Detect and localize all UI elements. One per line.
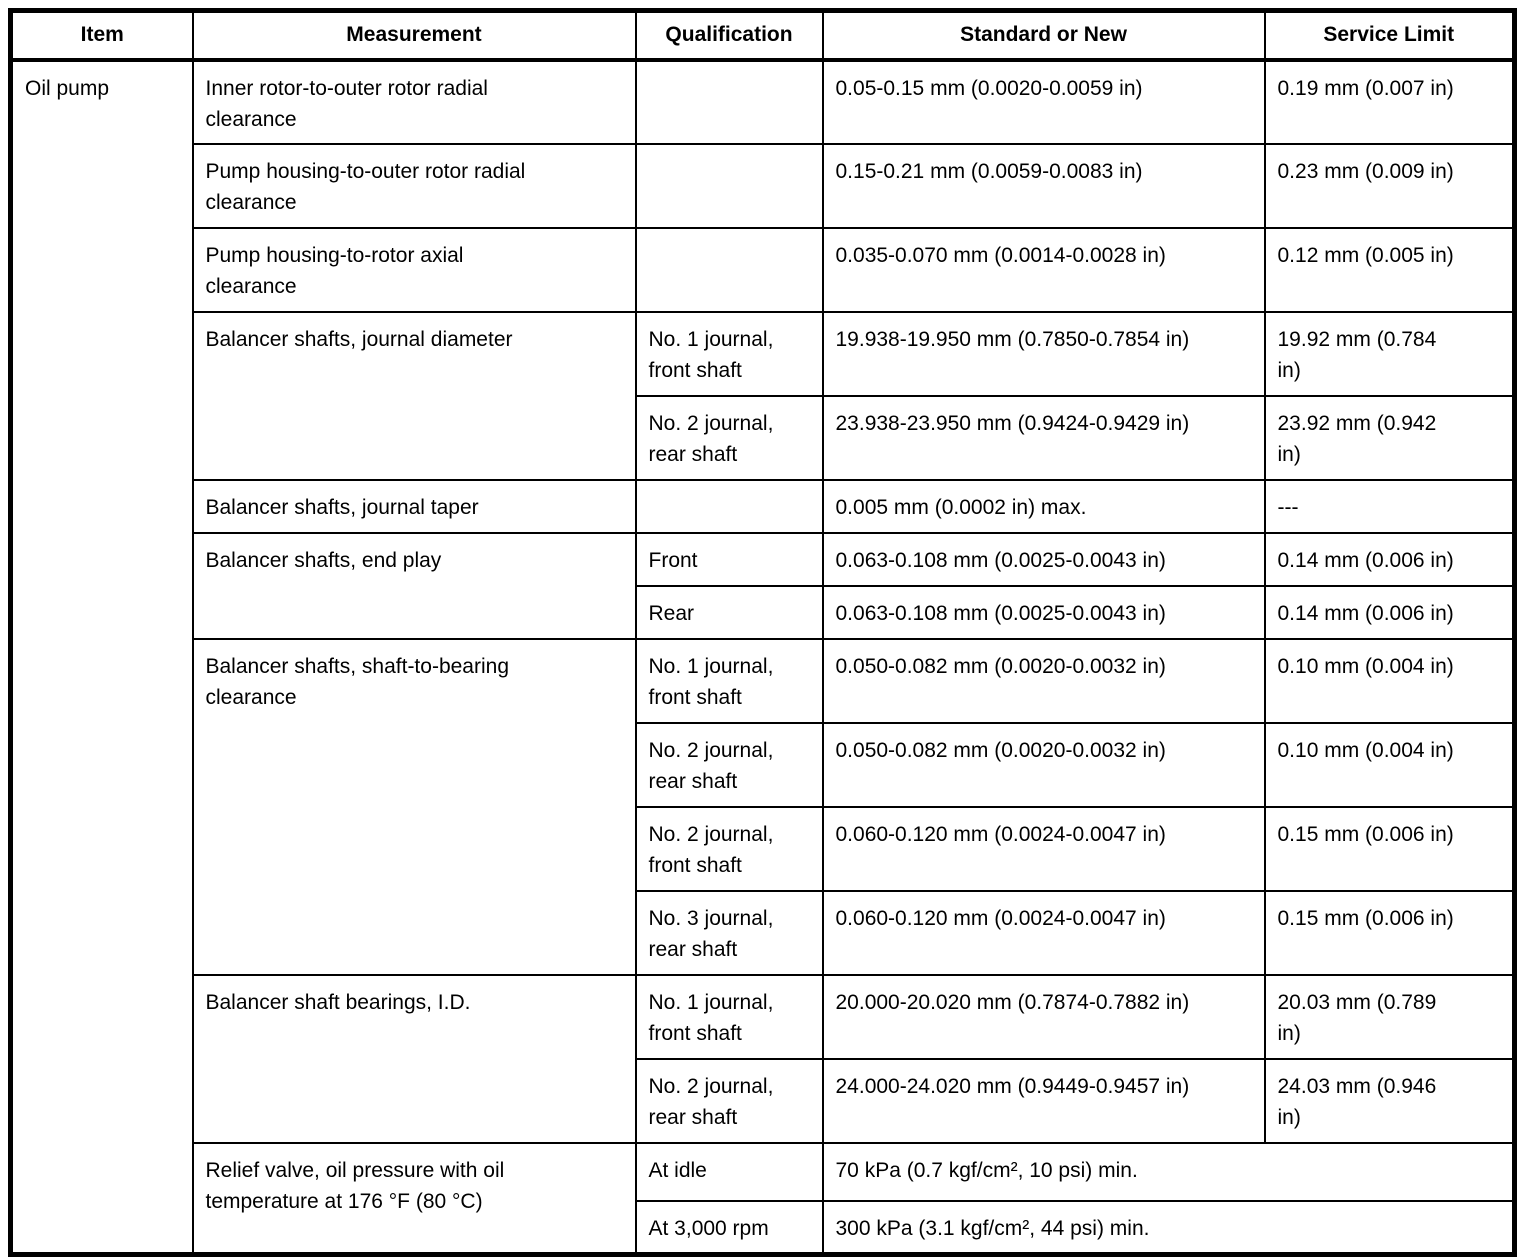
standard-cell: 24.000-24.020 mm (0.9449-0.9457 in) [821,1057,1266,1144]
col-header-service-limit: Service Limit [1263,9,1516,62]
qualification-cell: No. 1 journal, front shaft [634,973,824,1060]
measurement-cell: Pump housing-to-rotor axial clearance [191,226,637,313]
table-row: Pump housing-to-rotor axial clearance 0.… [11,226,1516,313]
standard-cell: 0.060-0.120 mm (0.0024-0.0047 in) [821,889,1266,976]
standard-cell: 0.05-0.15 mm (0.0020-0.0059 in) [821,58,1266,145]
qualification-cell [634,226,824,313]
table-row: No. 2 journal, rear shaft 0.050-0.082 mm… [11,721,1516,808]
standard-cell: 0.063-0.108 mm (0.0025-0.0043 in) [821,531,1266,587]
col-header-qualification: Qualification [634,9,824,62]
table-row: Pump housing-to-outer rotor radial clear… [11,142,1516,229]
service-limit-cell: --- [1263,478,1516,534]
service-limit-cell: 0.15 mm (0.006 in) [1263,805,1516,892]
table-row: Oil pump Inner rotor-to-outer rotor radi… [9,58,1516,1256]
standard-cell: 19.938-19.950 mm (0.7850-0.7854 in) [821,310,1266,397]
qualification-cell: Rear [634,584,824,640]
service-limit-cell: 0.10 mm (0.004 in) [1263,637,1516,724]
table-row: No. 2 journal, rear shaft 23.938-23.950 … [11,394,1516,481]
qualification-cell: At 3,000 rpm [634,1199,824,1256]
standard-cell: 0.15-0.21 mm (0.0059-0.0083 in) [821,142,1266,229]
service-limit-cell: 0.12 mm (0.005 in) [1263,226,1516,313]
qualification-cell: No. 1 journal, front shaft [634,310,824,397]
table-row: Balancer shafts, journal taper 0.005 mm … [11,478,1516,534]
item-cell: Oil pump [9,58,194,1256]
service-limit-cell: 24.03 mm (0.946 in) [1263,1057,1516,1144]
standard-cell: 0.005 mm (0.0002 in) max. [821,478,1266,534]
qualification-cell [634,142,824,229]
standard-cell: 20.000-20.020 mm (0.7874-0.7882 in) [821,973,1266,1060]
standard-cell: 0.060-0.120 mm (0.0024-0.0047 in) [821,805,1266,892]
qualification-cell [634,478,824,534]
table-row: No. 2 journal, front shaft 0.060-0.120 m… [11,805,1516,892]
table-row: Balancer shafts, shaft-to-bearing cleara… [11,637,1516,976]
measurement-cell: Relief valve, oil pressure with oil temp… [191,1141,637,1256]
service-limit-cell: 19.92 mm (0.784 in) [1263,310,1516,397]
qualification-cell: No. 3 journal, rear shaft [634,889,824,976]
table-row: Balancer shafts, end play Front 0.063-0.… [11,531,1516,640]
standard-cell: 0.050-0.082 mm (0.0020-0.0032 in) [821,637,1266,724]
qualification-cell [634,58,824,145]
standard-cell: 0.050-0.082 mm (0.0020-0.0032 in) [821,721,1266,808]
standard-and-limit-cell: 300 kPa (3.1 kgf/cm², 44 psi) min. [821,1199,1516,1256]
measurement-cell: Inner rotor-to-outer rotor radial cleara… [191,58,637,145]
col-header-item: Item [9,9,194,62]
service-limit-cell: 23.92 mm (0.942 in) [1263,394,1516,481]
qualification-cell: Front [634,531,824,587]
service-limit-cell: 0.19 mm (0.007 in) [1263,58,1516,145]
measurement-cell: Balancer shafts, end play [191,531,637,640]
standard-cell: 0.063-0.108 mm (0.0025-0.0043 in) [821,584,1266,640]
qualification-cell: No. 1 journal, front shaft [634,637,824,724]
table-row: No. 3 journal, rear shaft 0.060-0.120 mm… [11,889,1516,976]
standard-cell: 23.938-23.950 mm (0.9424-0.9429 in) [821,394,1266,481]
qualification-cell: At idle [634,1141,824,1202]
qualification-cell: No. 2 journal, rear shaft [634,721,824,808]
service-limit-cell: 0.14 mm (0.006 in) [1263,531,1516,587]
table-row: Balancer shaft bearings, I.D. No. 1 jour… [11,973,1516,1144]
standard-cell: 0.035-0.070 mm (0.0014-0.0028 in) [821,226,1266,313]
service-limit-cell: 0.23 mm (0.009 in) [1263,142,1516,229]
standard-and-limit-cell: 70 kPa (0.7 kgf/cm², 10 psi) min. [821,1141,1516,1202]
spec-table: Item Measurement Qualification Standard … [8,8,1517,1257]
qualification-cell: No. 2 journal, rear shaft [634,1057,824,1144]
table-row: Rear 0.063-0.108 mm (0.0025-0.0043 in) 0… [11,584,1516,640]
service-limit-cell: 0.10 mm (0.004 in) [1263,721,1516,808]
service-limit-cell: 0.14 mm (0.006 in) [1263,584,1516,640]
table-row: Relief valve, oil pressure with oil temp… [11,1141,1516,1256]
col-header-measurement: Measurement [191,9,637,62]
table-row: No. 2 journal, rear shaft 24.000-24.020 … [11,1057,1516,1144]
qualification-cell: No. 2 journal, front shaft [634,805,824,892]
measurement-cell: Balancer shafts, journal taper [191,478,637,534]
qualification-cell: No. 2 journal, rear shaft [634,394,824,481]
col-header-standard: Standard or New [821,9,1266,62]
measurement-cell: Balancer shaft bearings, I.D. [191,973,637,1144]
header-row: Item Measurement Qualification Standard … [9,9,1516,62]
measurement-cell: Pump housing-to-outer rotor radial clear… [191,142,637,229]
table-row: Balancer shafts, journal diameter No. 1 … [11,310,1516,481]
service-limit-cell: 20.03 mm (0.789 in) [1263,973,1516,1060]
measurement-cell: Balancer shafts, journal diameter [191,310,637,481]
service-limit-cell: 0.15 mm (0.006 in) [1263,889,1516,976]
measurement-cell: Balancer shafts, shaft-to-bearing cleara… [191,637,637,976]
table-row: At 3,000 rpm 300 kPa (3.1 kgf/cm², 44 ps… [11,1199,1516,1256]
